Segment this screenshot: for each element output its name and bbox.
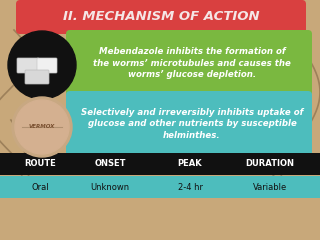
Text: ONSET: ONSET [94,160,126,168]
Text: Variable: Variable [253,182,287,192]
FancyBboxPatch shape [25,70,49,84]
Circle shape [12,97,72,157]
FancyBboxPatch shape [0,198,320,240]
FancyBboxPatch shape [37,58,57,73]
Text: DURATION: DURATION [245,160,294,168]
Text: ROUTE: ROUTE [24,160,56,168]
Circle shape [15,100,69,154]
FancyBboxPatch shape [16,0,306,34]
FancyBboxPatch shape [17,58,39,73]
Circle shape [8,31,76,99]
Text: 2-4 hr: 2-4 hr [178,182,203,192]
Text: Mebendazole inhibits the formation of
the worms’ microtubules and causes the
wor: Mebendazole inhibits the formation of th… [93,47,291,79]
Text: PEAK: PEAK [178,160,202,168]
Text: Unknown: Unknown [91,182,130,192]
FancyBboxPatch shape [66,30,312,96]
FancyBboxPatch shape [66,91,312,156]
Text: II. MECHANISM OF ACTION: II. MECHANISM OF ACTION [63,11,259,24]
Text: Oral: Oral [31,182,49,192]
FancyBboxPatch shape [0,176,320,198]
FancyBboxPatch shape [0,153,320,175]
Text: Selectively and irreversibly inhibits uptake of
glucose and other nutrients by s: Selectively and irreversibly inhibits up… [81,108,303,140]
Text: VERMOX: VERMOX [29,125,55,130]
